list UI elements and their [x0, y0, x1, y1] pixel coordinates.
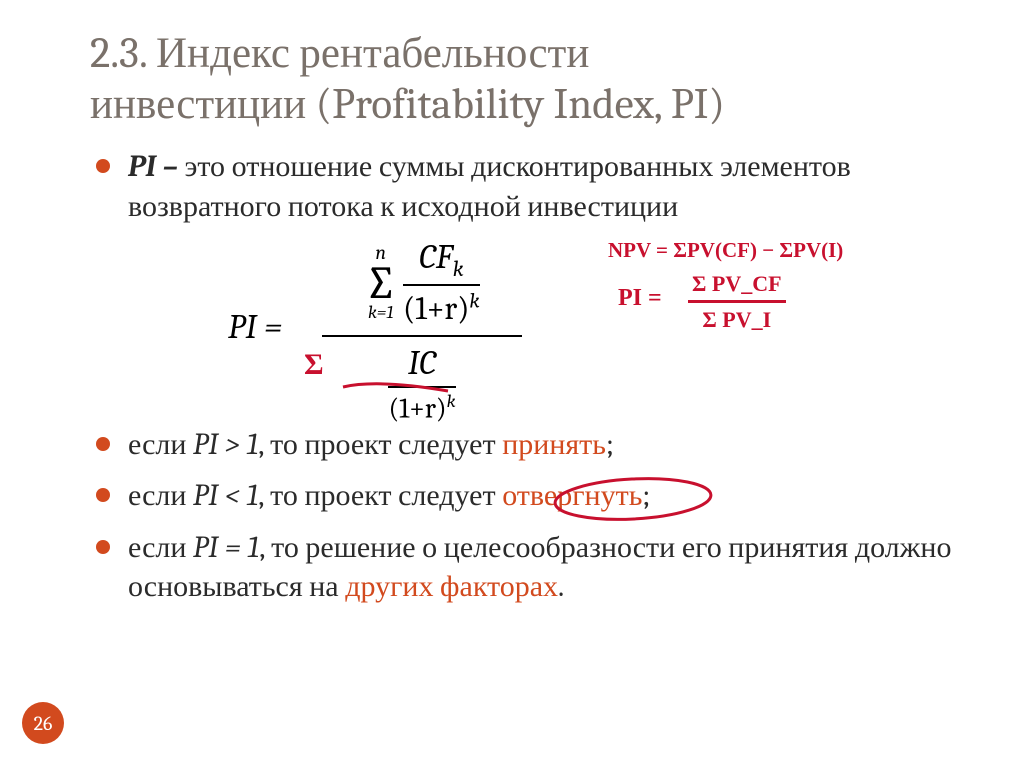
ic-numerator: IC: [388, 341, 455, 388]
formula-numerator: n ∑ k=1 CFk (1+r)k: [322, 233, 522, 333]
ic-den-base: (1+r): [388, 392, 446, 424]
hand-npv-line: NPV = ΣPV(CF) − ΣPV(I): [608, 237, 843, 265]
bullet-rule-reject: если PI < 1, то проект следует отвергнут…: [90, 476, 964, 516]
rule2-cond: PI = 1: [193, 530, 259, 565]
fraction-bar: [322, 335, 522, 337]
rule1-tail: ;: [642, 478, 650, 513]
rule1-prefix: если: [128, 478, 193, 513]
formula-eq-sign: =: [257, 307, 283, 347]
ic-fraction: IC (1+r)k: [388, 341, 455, 427]
cf-fraction: CFk (1+r)k: [403, 235, 480, 330]
hand-pi-frac: Σ PV_CF Σ PV_I: [688, 269, 786, 334]
hand-pi-lhs: PI =: [618, 283, 662, 315]
title-line-2: инвестиции (Profitability Index, PI): [90, 79, 725, 129]
page-number-badge: 26: [22, 702, 64, 744]
formula-fraction: n ∑ k=1 CFk (1+r)k: [322, 233, 522, 427]
cf-den-exp: k: [469, 289, 479, 313]
slide: 2.3. Индекс рентабельности инвестиции (P…: [0, 0, 1024, 768]
bullet-rule-neutral: если PI = 1, то решение о целесообразнос…: [90, 528, 964, 607]
cf-den-base: (1+r): [403, 290, 469, 327]
slide-title: 2.3. Индекс рентабельности инвестиции (P…: [90, 28, 964, 129]
rule2-verb: других факторах: [345, 569, 558, 604]
ic-denominator: (1+r)k: [388, 388, 455, 427]
cf-sym: CF: [419, 237, 453, 277]
sigma-symbol: ∑: [364, 263, 397, 304]
rule0-verb: принять: [502, 427, 606, 462]
bullet-list: PI – это отношение суммы дисконтированны…: [90, 147, 964, 607]
hand-pi-num: Σ PV_CF: [688, 269, 786, 303]
formula-lhs: PI =: [228, 305, 282, 350]
cf-sub: k: [453, 256, 464, 282]
hand-pi-den: Σ PV_I: [688, 303, 786, 334]
title-line-1: 2.3. Индекс рентабельности: [90, 28, 589, 78]
formula-block: PI = n ∑ k=1 CFk: [288, 233, 964, 413]
rule1-cond: PI < 1: [193, 478, 258, 513]
rule1-verb: отвергнуть: [502, 478, 642, 513]
rule0-mid: , то проект следует: [258, 427, 502, 462]
cf-denominator: (1+r)k: [403, 286, 480, 330]
bullet-rule-accept: если PI > 1, то проект следует принять;: [90, 425, 964, 465]
bullet-definition: PI – это отношение суммы дисконтированны…: [90, 147, 964, 412]
ic-den-exp: k: [447, 391, 456, 412]
pi-term: PI –: [128, 149, 178, 184]
rule2-prefix: если: [128, 530, 193, 565]
sigma-block: n ∑ k=1: [364, 243, 397, 322]
slide-body: PI – это отношение суммы дисконтированны…: [90, 147, 964, 607]
rule0-prefix: если: [128, 427, 193, 462]
hand-sigma-ic: Σ: [304, 345, 324, 385]
rule2-tail: .: [558, 569, 564, 604]
formula-denominator: IC (1+r)k: [322, 339, 522, 427]
rule1-mid: , то проект следует: [258, 478, 502, 513]
rule0-tail: ;: [606, 427, 614, 462]
sum-lower: k=1: [364, 304, 397, 322]
page-number: 26: [34, 712, 53, 735]
cf-numerator: CFk: [403, 235, 480, 286]
rule0-cond: PI > 1: [193, 427, 258, 462]
definition-text: это отношение суммы дисконтированных эле…: [128, 149, 851, 224]
formula-lhs-sym: PI: [228, 307, 257, 347]
